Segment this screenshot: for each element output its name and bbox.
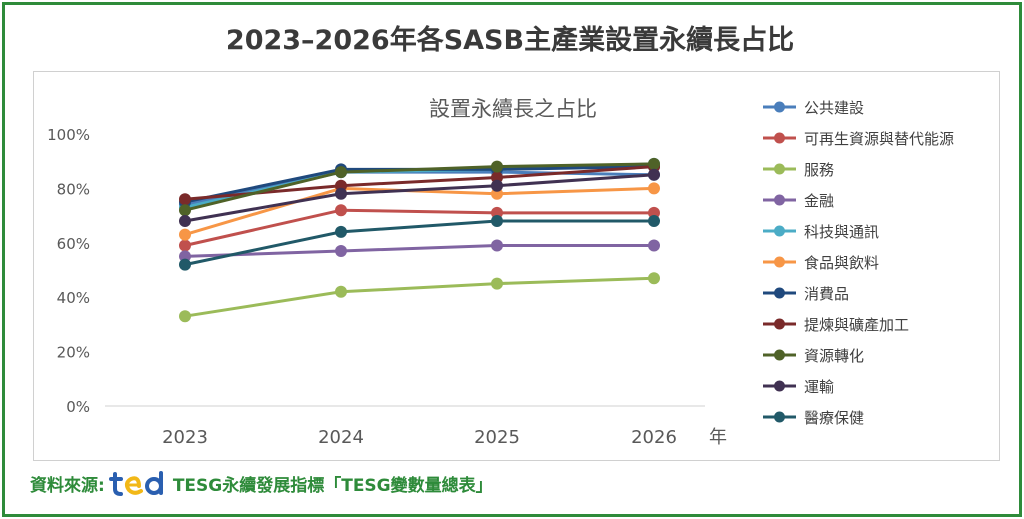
legend-entry: 服務: [804, 161, 834, 179]
chart-title: 設置永續長之占比: [429, 97, 597, 121]
data-point: [179, 204, 191, 217]
legend-marker: [774, 163, 785, 175]
legend-entry: 運輸: [804, 378, 834, 396]
data-point: [491, 215, 503, 227]
series-line: [184, 173, 655, 223]
data-point: [648, 215, 660, 227]
y-tick-label: 60%: [57, 235, 90, 253]
data-point: [335, 225, 347, 238]
series-line: [184, 244, 654, 258]
data-point: [648, 182, 660, 195]
series-line: [184, 219, 654, 267]
legend-marker: [774, 101, 785, 113]
legend-marker: [774, 411, 785, 423]
data-point: [648, 157, 660, 170]
y-tick-label: 20%: [57, 344, 90, 362]
data-point: [648, 239, 660, 252]
source-label: 資料來源:: [30, 475, 105, 496]
legend-marker: [774, 287, 785, 299]
legend-entry: 資源轉化: [804, 347, 864, 365]
data-point: [179, 239, 191, 252]
y-tick-label: 80%: [57, 180, 90, 198]
page-title: 2023–2026年各SASB主產業設置永續長占比: [225, 25, 795, 56]
data-point: [335, 187, 347, 200]
legend-marker: [774, 194, 785, 206]
series-line: [184, 276, 655, 318]
y-tick-label: 40%: [57, 289, 90, 307]
legend-marker: [774, 256, 785, 268]
legend-entry: 醫療保健: [804, 409, 864, 427]
data-point: [179, 215, 191, 227]
data-point: [491, 179, 503, 192]
legend-marker: [774, 225, 785, 237]
data-point: [335, 166, 347, 179]
data-point: [179, 193, 191, 206]
source-text: TESG永續發展指標「TESG變數量總表」: [172, 475, 493, 496]
x-tick-label: 2025: [474, 427, 520, 448]
data-point: [648, 272, 660, 285]
data-point: [179, 310, 191, 323]
data-point: [179, 228, 191, 241]
x-axis-unit-label: 年: [709, 427, 727, 448]
source-footer: 資料來源: TESG永續發展指標「TESG變數量總表」: [30, 469, 493, 497]
y-tick-label: 100%: [47, 126, 90, 144]
legend-entry: 科技與通訊: [804, 223, 879, 241]
data-point: [335, 245, 347, 257]
data-point: [491, 277, 503, 290]
data-point: [491, 171, 503, 184]
series-line: [184, 208, 654, 247]
series-line: [184, 162, 655, 212]
data-point: [179, 258, 191, 271]
legend-marker: [774, 318, 785, 330]
data-point: [335, 285, 347, 298]
legend-entry: 公共建設: [804, 99, 864, 117]
x-tick-label: 2023: [162, 427, 208, 448]
data-point: [179, 250, 191, 263]
data-point: [335, 204, 347, 217]
legend-marker: [774, 380, 785, 392]
y-tick-label: 0%: [66, 398, 90, 416]
data-point: [491, 160, 503, 173]
tesg-logo-icon: [108, 471, 163, 496]
legend-marker: [774, 132, 785, 144]
x-tick-label: 2026: [631, 427, 677, 448]
data-point: [648, 168, 660, 181]
legend-entry: 提煉與礦產加工: [804, 316, 909, 334]
x-tick-label: 2024: [318, 427, 364, 448]
legend-entry: 金融: [804, 192, 834, 210]
chart-area: [33, 71, 1000, 461]
legend-entry: 食品與飲料: [804, 254, 879, 272]
data-point: [491, 239, 503, 252]
legend-entry: 消費品: [804, 285, 849, 303]
legend-entry: 可再生資源與替代能源: [804, 130, 954, 148]
legend-marker: [774, 349, 785, 361]
